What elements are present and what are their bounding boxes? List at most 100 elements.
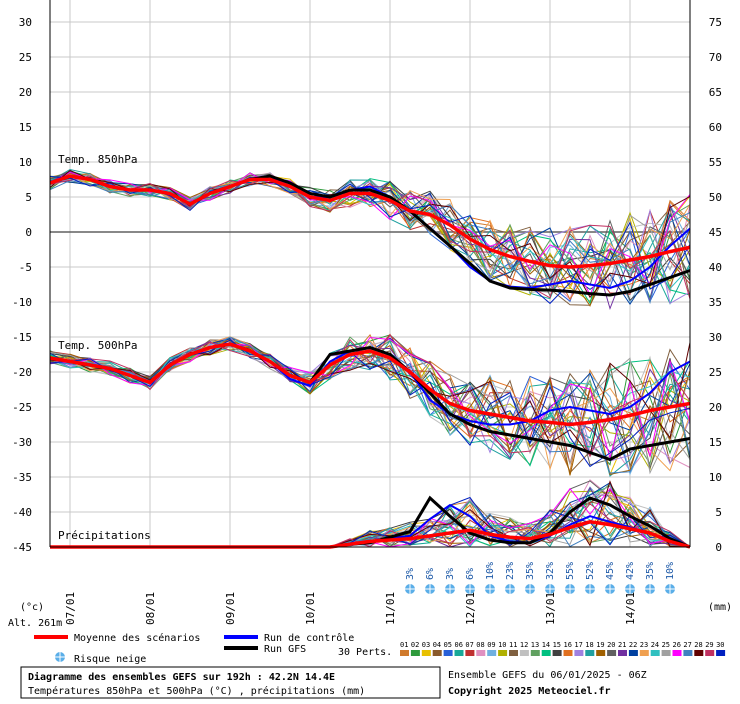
snow-risk-label: 42%: [625, 562, 636, 580]
right-tick-label: 0: [715, 541, 722, 554]
right-tick-label: 30: [709, 331, 722, 344]
annotation-t500: Temp. 500hPa: [58, 339, 137, 352]
pert-swatch: [596, 650, 606, 656]
pert-swatch: [705, 650, 715, 656]
pert-number: 16: [564, 641, 572, 649]
footer-box: [20, 666, 441, 699]
snow-risk-label: 10%: [665, 562, 676, 580]
pert-number: 04: [433, 641, 441, 649]
x-tick-label: 11/01: [384, 592, 397, 625]
pert-number: 01: [400, 641, 408, 649]
left-tick-label: 10: [19, 156, 32, 169]
pert-swatch: [421, 650, 431, 656]
pert-swatch: [661, 650, 671, 656]
right-tick-label: 10: [709, 471, 722, 484]
snow-risk-item: 10%: [485, 562, 496, 594]
snow-risk-item: 32%: [545, 562, 556, 594]
pert-legend: 01 02 03 04 05 06 07 08 09 10 11 12 13 14 15 16 17 18 19 20…: [400, 641, 726, 656]
pert-swatch: [443, 650, 453, 656]
snow-risk-label: 32%: [545, 562, 556, 580]
legend-snow-label: Risque neige: [74, 654, 146, 665]
pert-number: 20: [607, 641, 615, 649]
left-tick-label: -5: [19, 261, 32, 274]
grid: [50, 0, 690, 548]
pert-swatch: [585, 650, 595, 656]
snow-risk-label: 3%: [445, 568, 456, 580]
pert-swatch: [400, 650, 409, 656]
left-tick-label: -15: [12, 331, 32, 344]
pert-swatch: [410, 650, 420, 656]
pert-number: 11: [509, 641, 517, 649]
pert-swatch: [541, 650, 551, 656]
right-tick-label: 60: [709, 121, 722, 134]
left-tick-label: 5: [25, 191, 32, 204]
pert-swatch: [694, 650, 704, 656]
pert-number: 26: [673, 641, 681, 649]
pert-swatch: [618, 650, 627, 656]
left-tick-label: -25: [12, 401, 32, 414]
member-500-line: [49, 334, 691, 458]
right-tick-label: 15: [709, 436, 722, 449]
right-tick-label: 35: [709, 296, 722, 309]
left-tick-label: 0: [25, 226, 32, 239]
legend-control-label: Run de contrôle: [264, 632, 354, 644]
legend-perts-label: 30 Perts.: [338, 647, 392, 658]
footer-run-info: Ensemble GEFS du 06/01/2025 - 06Z: [448, 670, 647, 681]
pert-swatch: [628, 650, 638, 656]
right-tick-label: 25: [709, 366, 722, 379]
pert-swatch: [454, 650, 464, 656]
x-tick-label: 14/01: [624, 592, 637, 625]
pert-swatch: [683, 650, 693, 656]
x-tick-label: 12/01: [464, 592, 477, 625]
snow-risk-row: 3% 6% 3% 6% 10% 23% 35% 32% 55% 52% 45% 42% 35% 10%: [405, 562, 676, 594]
right-tick-label: 55: [709, 156, 722, 169]
annotation-t850: Temp. 850hPa: [58, 153, 137, 166]
x-axis-labels: 07/01 08/01 09/01 10/01 11/01 12/01 13/01 14/01: [64, 592, 637, 625]
pert-swatch: [672, 650, 682, 656]
right-tick-label: 20: [709, 401, 722, 414]
legend: Moyenne des scénarios Run de contrôle Ru…: [34, 632, 726, 665]
left-tick-label: -30: [12, 436, 32, 449]
pert-number: 18: [585, 641, 593, 649]
snow-risk-label: 45%: [605, 562, 616, 580]
snow-risk-label: 55%: [565, 562, 576, 580]
pert-number: 22: [629, 641, 637, 649]
left-tick-label: -45: [12, 541, 32, 554]
snow-risk-label: 23%: [505, 562, 516, 580]
pert-number: 10: [498, 641, 506, 649]
pert-number: 29: [705, 641, 713, 649]
left-tick-label: -20: [12, 366, 32, 379]
x-tick-label: 08/01: [144, 592, 157, 625]
plot-background: [50, 0, 690, 547]
left-axis-unit: (°c): [20, 602, 44, 613]
snow-risk-label: 35%: [645, 562, 656, 580]
x-tick-label: 10/01: [304, 592, 317, 625]
x-tick-label: 13/01: [544, 592, 557, 625]
left-tick-label: 15: [19, 121, 32, 134]
member-850-line: [49, 169, 691, 299]
left-tick-label: 20: [19, 86, 32, 99]
altitude-label: Alt. 261m: [8, 618, 62, 629]
axes: 302520151050-5-10-15-20-25-30-35-40-4575…: [12, 0, 722, 554]
member-850-line: [49, 175, 691, 300]
pert-number: 27: [683, 641, 691, 649]
pert-swatch: [530, 650, 540, 656]
snow-risk-item: 6%: [425, 568, 436, 594]
member-850-line: [49, 168, 691, 294]
footer-subtitle: Températures 850hPa et 500hPa (°C) , pré…: [28, 685, 365, 697]
pert-swatch: [519, 650, 529, 656]
pert-swatch: [465, 650, 475, 656]
left-tick-label: -40: [12, 506, 32, 519]
snow-risk-item: 23%: [505, 562, 516, 594]
legend-gfs-label: Run GFS: [264, 644, 306, 655]
pert-swatch: [574, 650, 584, 656]
pert-swatch: [487, 650, 497, 656]
pert-number: 30: [716, 641, 724, 649]
pert-number: 23: [640, 641, 648, 649]
pert-swatch: [509, 650, 518, 656]
annotation-precip: Précipitations: [58, 529, 151, 542]
pert-number: 17: [574, 641, 582, 649]
pert-number: 28: [694, 641, 702, 649]
right-tick-label: 65: [709, 86, 722, 99]
pert-number: 24: [651, 641, 659, 649]
